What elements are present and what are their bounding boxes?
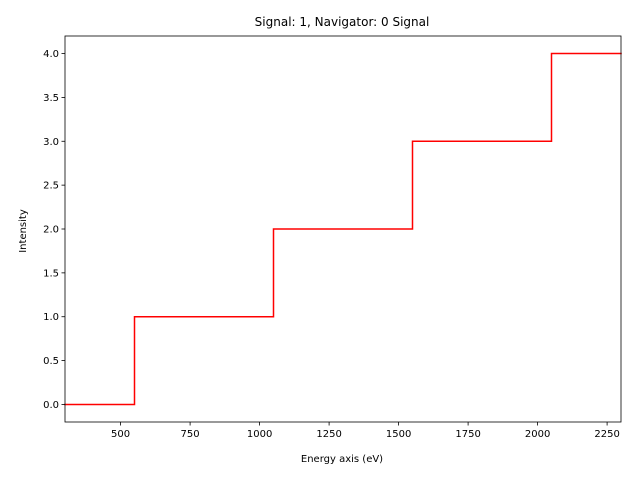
series-line-0 <box>64 52 622 406</box>
y-tick-label: 4.0 <box>43 49 59 60</box>
y-axis-label: Intensity <box>18 209 29 253</box>
y-tick-label: 3.5 <box>43 93 59 104</box>
y-tick-label: 1.0 <box>43 312 59 323</box>
x-tick-label: 2000 <box>525 429 550 440</box>
x-tick-label: 2250 <box>594 429 619 440</box>
plot-area: 500 750 1000 1250 1500 1750 2000 2250 0.0 0.5 1.0 1… <box>43 35 622 440</box>
x-axis-label: Energy axis (eV) <box>301 454 383 465</box>
y-tick-label: 2.0 <box>43 225 59 236</box>
x-tick-label: 750 <box>181 429 200 440</box>
y-tick-label: 0.5 <box>43 356 59 367</box>
y-tick-label: 1.5 <box>43 268 59 279</box>
x-tick-label: 1750 <box>455 429 480 440</box>
y-tick-label: 0.0 <box>43 400 59 411</box>
x-tick-label: 1000 <box>247 429 272 440</box>
chart-title: Signal: 1, Navigator: 0 Signal <box>255 15 430 29</box>
y-tick-label: 2.5 <box>43 181 59 192</box>
x-tick-label: 1250 <box>316 429 341 440</box>
axes-frame <box>64 35 622 423</box>
x-tick-label: 500 <box>111 429 130 440</box>
x-tick-label: 1500 <box>386 429 411 440</box>
y-tick-label: 3.0 <box>43 137 59 148</box>
